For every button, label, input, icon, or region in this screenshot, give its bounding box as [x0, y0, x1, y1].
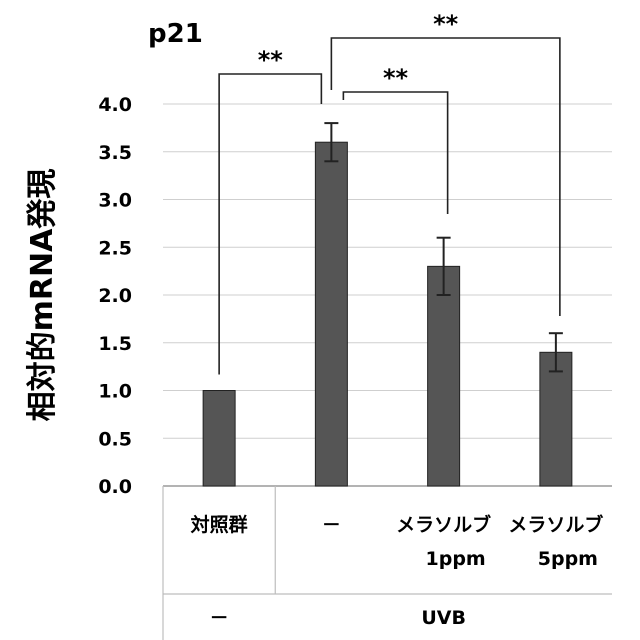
- category-label: メラソルブ 1ppm: [396, 513, 491, 570]
- svg-text:メラソルブ: メラソルブ: [508, 513, 603, 536]
- y-tick-label: 0.5: [98, 428, 132, 450]
- chart-title: p21: [148, 19, 203, 49]
- bar: [428, 266, 460, 486]
- svg-text:5ppm: 5ppm: [538, 548, 598, 570]
- y-tick-label: 3.0: [98, 190, 132, 212]
- bar: [315, 142, 347, 486]
- y-tick-label: 3.5: [98, 142, 132, 164]
- category-label: メラソルブ 5ppm: [508, 513, 603, 570]
- y-tick-label: 2.0: [98, 285, 132, 307]
- svg-text:メラソルブ: メラソルブ: [396, 513, 491, 536]
- bar: [203, 391, 235, 487]
- y-tick-labels: 0.0 0.5 1.0 1.5 2.0 2.5 3.0 3.5 4.0: [98, 94, 132, 498]
- category-table: 対照群 － メラソルブ 1ppm メラソルブ 5ppm － UVB: [163, 486, 612, 640]
- y-axis-label: 相対的mRNA発現: [25, 169, 60, 422]
- significance-bracket: **: [343, 64, 447, 214]
- svg-text:1ppm: 1ppm: [426, 548, 486, 570]
- significance-brackets: ** ** **: [219, 10, 560, 375]
- group-label: UVB: [421, 607, 466, 629]
- y-tick-label: 1.0: [98, 381, 132, 403]
- significance-bracket: **: [219, 46, 321, 375]
- significance-label: **: [433, 10, 459, 38]
- svg-text:－: －: [322, 514, 341, 536]
- category-label: －: [322, 514, 341, 536]
- y-tick-label: 4.0: [98, 94, 132, 116]
- svg-text:対照群: 対照群: [190, 513, 248, 536]
- category-label: 対照群: [190, 513, 248, 536]
- y-tick-label: 1.5: [98, 333, 132, 355]
- y-tick-label: 2.5: [98, 237, 132, 259]
- bars: [203, 142, 572, 486]
- group-label: －: [210, 607, 229, 629]
- significance-label: **: [383, 64, 409, 92]
- significance-label: **: [258, 46, 284, 74]
- y-tick-label: 0.0: [98, 476, 132, 498]
